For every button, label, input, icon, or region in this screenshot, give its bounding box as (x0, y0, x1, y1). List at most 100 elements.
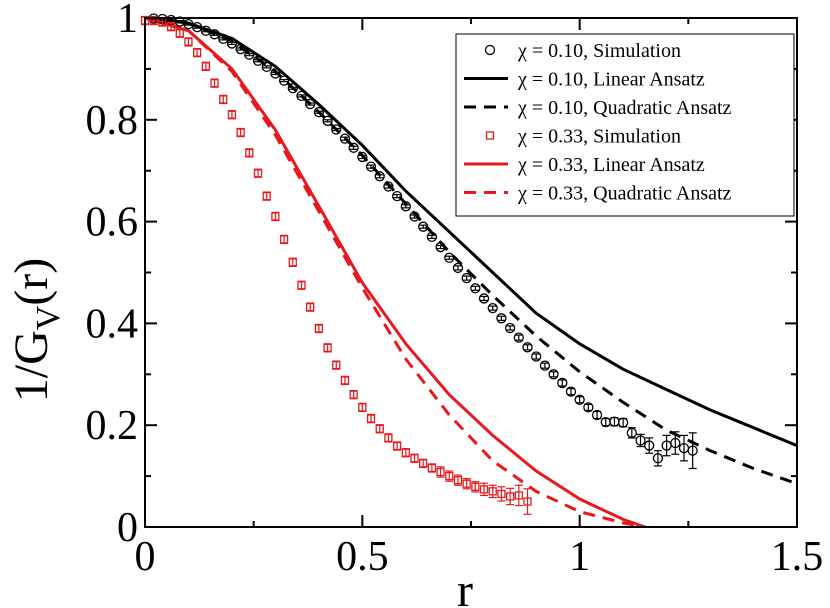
data-point (617, 417, 629, 428)
data-point (635, 433, 646, 448)
data-point (339, 133, 351, 144)
y-tick-label: 1 (117, 0, 138, 42)
y-tick-label: 0 (117, 505, 138, 551)
square-marker (236, 128, 245, 137)
y-tick-label: 0.4 (86, 301, 139, 347)
circle-marker (270, 68, 281, 79)
square-marker (332, 360, 341, 370)
circle-marker (626, 427, 637, 438)
legend-label: χ = 0.10, Quadratic Ansatz (517, 97, 732, 119)
y-tick-label: 0.8 (86, 98, 139, 144)
data-point (218, 33, 229, 45)
x-tick-label: 0 (135, 534, 156, 580)
circle-marker (200, 25, 212, 36)
data-point (600, 416, 611, 428)
data-point (487, 302, 498, 314)
square-marker (210, 79, 219, 88)
legend-label: χ = 0.33, Linear Ansatz (517, 154, 705, 176)
data-point (565, 386, 577, 397)
data-point (539, 360, 551, 371)
x-tick-label: 1.5 (771, 534, 824, 580)
circle-marker (374, 171, 385, 182)
circle-marker (357, 151, 368, 163)
data-point (523, 488, 532, 515)
legend-label: χ = 0.10, Linear Ansatz (517, 69, 705, 91)
circle-marker (383, 181, 394, 192)
circle-marker (409, 211, 420, 222)
data-point (591, 409, 603, 421)
circle-marker (183, 18, 194, 30)
square-marker (297, 281, 306, 290)
data-point (322, 115, 333, 126)
legend-entry: χ = 0.10, Linear Ansatz (464, 69, 705, 91)
circle-marker (226, 38, 238, 49)
circle-marker (235, 43, 246, 55)
y-axis-label-sub: V (30, 305, 67, 330)
data-point (418, 221, 429, 232)
square-marker (384, 433, 393, 443)
data-point (358, 402, 367, 413)
circle-marker (287, 83, 298, 94)
data-point (219, 94, 228, 105)
data-point (305, 98, 316, 110)
data-point (426, 231, 438, 243)
data-point (175, 28, 184, 38)
data-point (184, 37, 193, 47)
legend: χ = 0.10, Simulation χ = 0.10, Linear Ans… (455, 33, 795, 217)
square-marker (323, 343, 332, 352)
square-marker (279, 235, 289, 244)
square-marker (523, 497, 532, 506)
data-point (306, 302, 315, 312)
data-point (471, 481, 480, 493)
data-point (670, 431, 681, 455)
y-axis-label-main: 1/G (5, 330, 58, 402)
circle-marker (461, 272, 472, 284)
data-point (261, 61, 272, 73)
legend-label: χ = 0.33, Quadratic Ansatz (517, 183, 732, 205)
x-tick-label: 1 (569, 534, 590, 580)
data-point (288, 257, 297, 267)
data-point (374, 171, 385, 182)
circle-marker (504, 322, 516, 334)
square-marker (445, 471, 454, 481)
data-point (253, 168, 263, 178)
square-marker (392, 441, 402, 451)
data-point (505, 487, 515, 506)
y-axis-label-tail: (r) (5, 258, 58, 306)
circle-marker (192, 22, 203, 33)
circle-marker (418, 221, 429, 232)
data-point (497, 486, 506, 502)
data-point (183, 18, 194, 30)
data-point (409, 211, 420, 222)
series-line-5 (145, 18, 646, 527)
data-point (391, 190, 403, 202)
legend-entry: χ = 0.10, Quadratic Ansatz (464, 97, 732, 119)
square-marker (358, 403, 367, 412)
square-marker (427, 463, 437, 473)
circle-marker (296, 90, 307, 102)
data-point (271, 211, 280, 222)
plot-frame (144, 17, 798, 528)
square-marker (488, 487, 497, 496)
square-marker (288, 258, 297, 267)
data-point (435, 241, 446, 253)
circle-marker (244, 49, 255, 60)
data-point (331, 124, 342, 135)
circle-marker (435, 241, 446, 253)
square-marker (314, 324, 324, 333)
data-point (340, 375, 350, 386)
circle-marker (322, 115, 333, 126)
square-marker (453, 476, 463, 485)
data-point (262, 191, 271, 201)
data-point (574, 394, 585, 405)
data-point (609, 416, 620, 427)
x-tick-label: 0.5 (336, 534, 389, 580)
data-point (522, 342, 533, 353)
circle-marker (496, 313, 507, 324)
square-marker (219, 95, 228, 104)
circle-marker (209, 29, 220, 40)
data-point (366, 413, 376, 424)
circle-marker (365, 161, 377, 172)
circle-marker (470, 283, 481, 294)
square-marker (349, 390, 358, 399)
